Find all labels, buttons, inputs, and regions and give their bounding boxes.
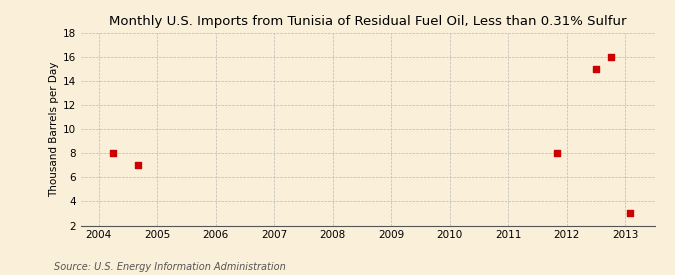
Point [591,67,601,71]
Point [605,55,616,59]
Point [551,151,562,155]
Point [108,151,119,155]
Y-axis label: Thousand Barrels per Day: Thousand Barrels per Day [49,62,59,197]
Text: Source: U.S. Energy Information Administration: Source: U.S. Energy Information Administ… [54,262,286,272]
Point [132,163,143,167]
Point [625,211,636,216]
Title: Monthly U.S. Imports from Tunisia of Residual Fuel Oil, Less than 0.31% Sulfur: Monthly U.S. Imports from Tunisia of Res… [109,15,626,28]
